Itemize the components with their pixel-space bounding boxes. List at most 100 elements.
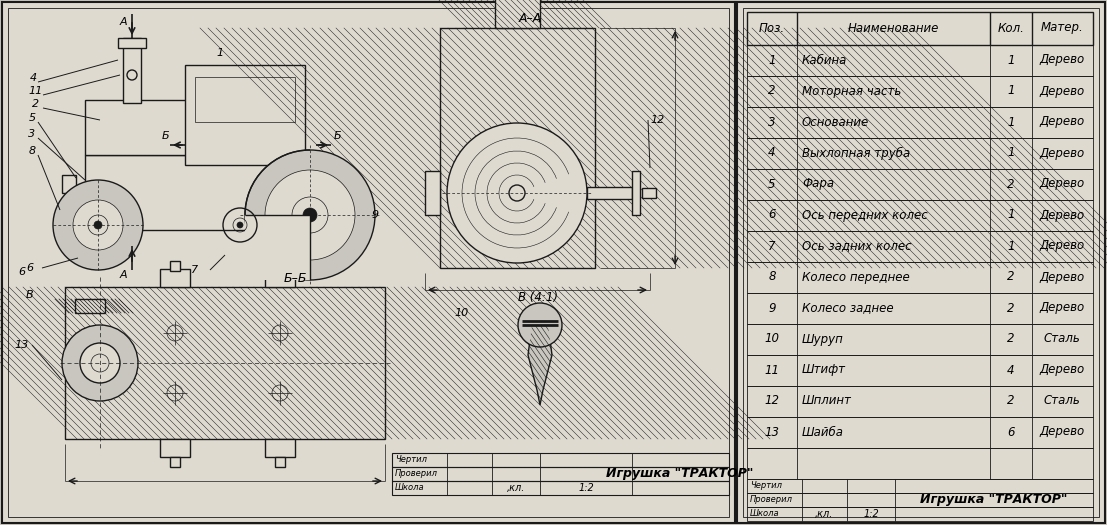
Text: Дерево: Дерево: [1039, 146, 1085, 160]
Bar: [195, 77, 294, 122]
Text: 6: 6: [27, 263, 33, 273]
Text: Ось задних колес: Ось задних колес: [801, 239, 912, 253]
Text: 13: 13: [14, 340, 29, 350]
Text: 3: 3: [29, 129, 35, 139]
Text: Б: Б: [333, 131, 341, 141]
Bar: [747, 507, 1093, 521]
Text: Колесо переднее: Колесо переднее: [801, 270, 910, 284]
Bar: [747, 107, 1093, 138]
Text: Б: Б: [162, 131, 168, 141]
Circle shape: [62, 325, 138, 401]
Text: Шплинт: Шплинт: [801, 394, 852, 407]
Text: В (4:1): В (4:1): [518, 291, 558, 304]
Bar: [62, 175, 76, 193]
Text: 3: 3: [768, 116, 776, 129]
Bar: [747, 200, 1093, 231]
Text: Ось передних колес: Ось передних колес: [801, 208, 928, 222]
Text: ,кл.: ,кл.: [815, 509, 834, 519]
Text: 12: 12: [765, 394, 779, 407]
Text: 1:2: 1:2: [863, 509, 879, 519]
Text: Дерево: Дерево: [1039, 301, 1085, 314]
Bar: [161, 269, 190, 287]
Bar: [118, 38, 146, 48]
Text: Чертил: Чертил: [751, 481, 782, 490]
Bar: [632, 171, 640, 215]
Bar: [85, 100, 200, 155]
Text: ,кл.: ,кл.: [507, 483, 525, 493]
Bar: [747, 231, 1093, 262]
Text: Проверил: Проверил: [751, 496, 793, 505]
Bar: [275, 457, 284, 467]
Bar: [495, 0, 540, 28]
Bar: [392, 467, 730, 481]
Bar: [392, 481, 730, 495]
Text: 12: 12: [651, 115, 665, 125]
Text: 1: 1: [217, 48, 224, 58]
Text: Игрушка "ТРАКТОР": Игрушка "ТРАКТОР": [607, 467, 754, 480]
Bar: [747, 12, 1093, 45]
Text: 1: 1: [1007, 239, 1015, 253]
Text: 1: 1: [1007, 116, 1015, 129]
Bar: [123, 38, 141, 103]
Text: 1: 1: [1007, 208, 1015, 222]
Text: 1: 1: [1007, 146, 1015, 160]
Bar: [170, 457, 180, 467]
Text: Школа: Школа: [751, 509, 779, 519]
Text: 8: 8: [768, 270, 776, 284]
Text: 1:2: 1:2: [578, 483, 593, 493]
Text: Сталь: Сталь: [1044, 394, 1080, 407]
Text: Игрушка "ТРАКТОР": Игрушка "ТРАКТОР": [920, 494, 1067, 507]
Text: Штифт: Штифт: [801, 363, 846, 376]
Text: 2: 2: [768, 85, 776, 98]
Bar: [642, 188, 656, 198]
Bar: [2, 2, 735, 523]
Bar: [185, 65, 306, 165]
Text: 9: 9: [372, 210, 379, 220]
Bar: [747, 45, 1093, 76]
Text: Дерево: Дерево: [1039, 239, 1085, 253]
Text: Школа: Школа: [395, 484, 425, 492]
Bar: [392, 453, 730, 467]
Bar: [75, 299, 105, 313]
Text: 11: 11: [29, 86, 43, 96]
Text: В: В: [27, 290, 34, 300]
Circle shape: [509, 185, 525, 201]
Text: 7: 7: [768, 239, 776, 253]
Bar: [747, 479, 1093, 493]
Bar: [737, 2, 1105, 523]
Text: 1: 1: [1007, 54, 1015, 67]
Text: 6: 6: [1007, 425, 1015, 438]
Text: Шайба: Шайба: [801, 425, 844, 438]
Bar: [747, 417, 1093, 448]
Polygon shape: [528, 325, 552, 405]
Text: 1: 1: [768, 54, 776, 67]
Bar: [75, 299, 105, 313]
Text: 10: 10: [765, 332, 779, 345]
Bar: [275, 261, 284, 271]
Text: А: А: [120, 270, 127, 280]
Bar: [439, 28, 594, 268]
Text: 9: 9: [768, 301, 776, 314]
Text: 4: 4: [1007, 363, 1015, 376]
Text: 1: 1: [1007, 85, 1015, 98]
Text: 2: 2: [1007, 301, 1015, 314]
Bar: [747, 262, 1093, 293]
Text: 2: 2: [1007, 394, 1015, 407]
Text: Матер.: Матер.: [1041, 22, 1084, 35]
Bar: [161, 439, 190, 457]
Circle shape: [518, 303, 562, 347]
Bar: [265, 439, 294, 457]
Bar: [747, 138, 1093, 169]
Text: Колесо заднее: Колесо заднее: [801, 301, 893, 314]
Text: 10: 10: [455, 308, 469, 318]
Text: Дерево: Дерево: [1039, 85, 1085, 98]
Bar: [135, 287, 385, 439]
Text: 11: 11: [765, 363, 779, 376]
Text: 5: 5: [768, 177, 776, 191]
Text: Дерево: Дерево: [1039, 270, 1085, 284]
Text: 13: 13: [765, 425, 779, 438]
Bar: [170, 261, 180, 271]
Circle shape: [94, 221, 102, 229]
Circle shape: [447, 123, 587, 263]
Text: 2: 2: [1007, 332, 1015, 345]
